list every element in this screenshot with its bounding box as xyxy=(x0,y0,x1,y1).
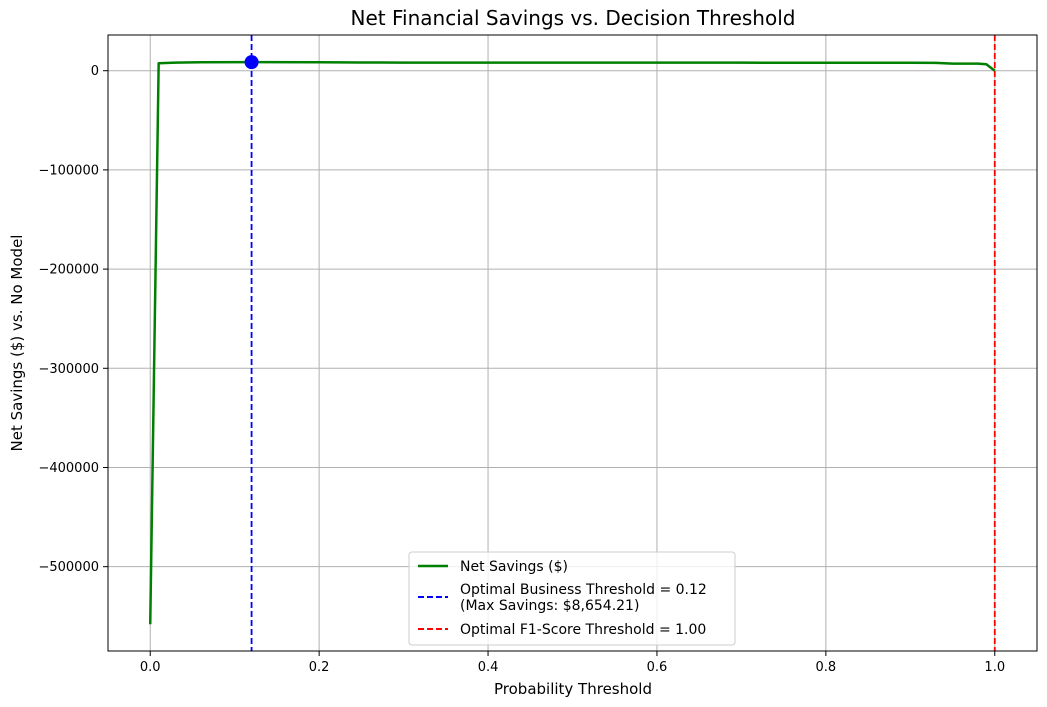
y-tick-label: 0 xyxy=(91,64,99,79)
legend-label-business-threshold-savings: (Max Savings: $8,654.21) xyxy=(460,598,639,614)
legend: Net Savings ($) Optimal Business Thresho… xyxy=(409,552,735,645)
legend-label-business-threshold: Optimal Business Threshold = 0.12 xyxy=(460,582,707,598)
max-savings-marker xyxy=(245,55,259,69)
y-tick-label: −200000 xyxy=(38,263,99,278)
x-tick-label: 0.4 xyxy=(478,660,499,675)
y-tick-label: −300000 xyxy=(38,362,99,377)
y-tick-label: −100000 xyxy=(38,163,99,178)
legend-label-f1-threshold: Optimal F1-Score Threshold = 1.00 xyxy=(460,622,706,638)
x-tick-label: 0.8 xyxy=(816,660,837,675)
y-tick-label: −500000 xyxy=(38,560,99,575)
x-tick-label: 0.0 xyxy=(140,660,161,675)
x-tick-label: 0.6 xyxy=(647,660,668,675)
legend-label-net-savings: Net Savings ($) xyxy=(460,559,568,575)
chart-title: Net Financial Savings vs. Decision Thres… xyxy=(351,6,796,30)
y-axis-label: Net Savings ($) vs. No Model xyxy=(8,235,26,452)
x-tick-label: 1.0 xyxy=(984,660,1005,675)
x-axis-label: Probability Threshold xyxy=(494,680,652,698)
y-tick-label: −400000 xyxy=(38,461,99,476)
x-tick-label: 0.2 xyxy=(309,660,330,675)
